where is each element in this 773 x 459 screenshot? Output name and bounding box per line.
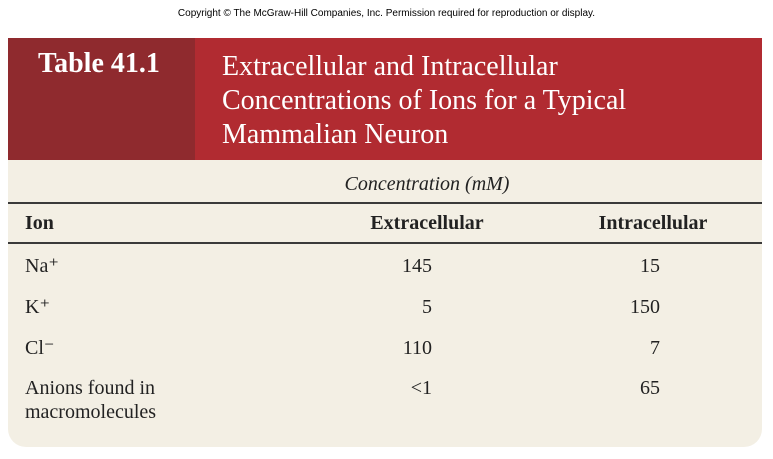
ion-name: Anions found in macromolecules — [25, 377, 157, 423]
concentration: 65 — [640, 377, 660, 399]
copyright: Copyright © The McGraw-Hill Companies, I… — [177, 8, 596, 19]
concentration: 150 — [630, 296, 660, 318]
concentration: <1 — [410, 377, 432, 399]
rule — [8, 202, 762, 204]
header-title-bg — [195, 38, 762, 160]
table-title: Extracellular and Intracellular Concentr… — [222, 50, 626, 152]
column-header: Ion — [25, 212, 54, 234]
concentration: 15 — [640, 255, 660, 277]
column-header: Extracellular — [370, 212, 484, 234]
table-body-bg — [8, 160, 762, 447]
concentration: 110 — [402, 337, 432, 359]
concentration: 5 — [422, 296, 432, 318]
group-header: Concentration (mM) — [344, 173, 510, 195]
rule — [8, 242, 762, 244]
ion-name: Cl⁻ — [25, 337, 55, 359]
ion-name: K⁺ — [25, 296, 50, 318]
table-label: Table 41.1 — [38, 48, 160, 79]
ion-name: Na⁺ — [25, 255, 59, 277]
title-line: Concentrations of Ions for a Typical — [222, 85, 627, 116]
column-header: Intracellular — [598, 212, 708, 234]
concentration: 7 — [650, 337, 660, 359]
header-label-bg — [8, 38, 195, 160]
title-line: Extracellular and Intracellular — [222, 51, 558, 82]
title-line: Mammalian Neuron — [222, 119, 449, 150]
concentration: 145 — [402, 255, 432, 277]
